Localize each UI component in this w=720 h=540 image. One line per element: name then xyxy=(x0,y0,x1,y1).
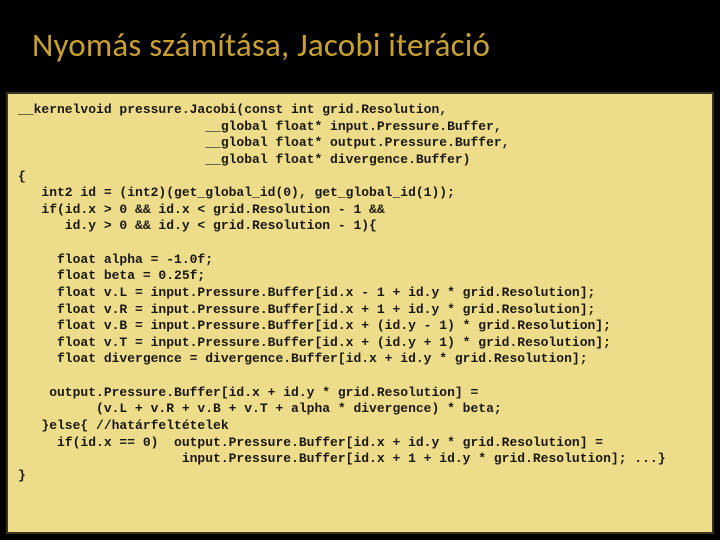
slide: Nyomás számítása, Jacobi iteráció __kern… xyxy=(0,0,720,540)
title-area: Nyomás számítása, Jacobi iteráció xyxy=(0,0,720,90)
code-block: __kernelvoid pressure.Jacobi(const int g… xyxy=(18,102,702,484)
slide-title: Nyomás számítása, Jacobi iteráció xyxy=(32,25,490,65)
code-box: __kernelvoid pressure.Jacobi(const int g… xyxy=(6,92,714,534)
